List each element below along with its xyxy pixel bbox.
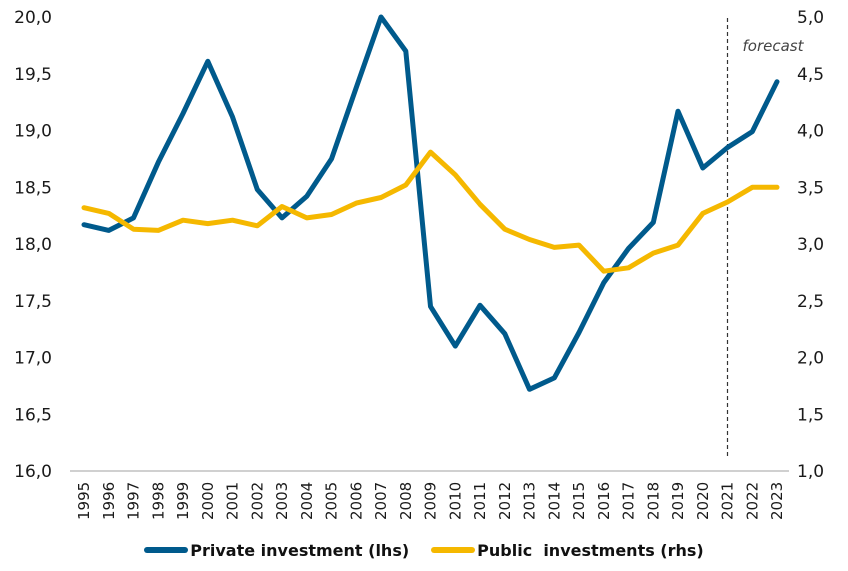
y-left-tick-label: 19,5	[14, 65, 52, 85]
x-axis: 1995 1996 1997 1998 1999 2000 2001 2002 2003 2004…	[75, 482, 786, 520]
x-tick-label: 2000	[199, 482, 217, 520]
x-tick-label: 2016	[595, 482, 613, 520]
x-tick-label: 2017	[620, 482, 638, 520]
legend-label-public: Public investments (rhs)	[477, 540, 704, 560]
legend: Private investment (lhs) Public investme…	[0, 536, 848, 564]
x-tick-label: 2007	[372, 482, 390, 520]
y-left-tick-label: 17,5	[14, 292, 52, 312]
x-tick-label: 2014	[545, 482, 563, 520]
x-tick-label: 2021	[719, 482, 737, 520]
x-tick-label: 2008	[397, 482, 415, 520]
x-tick-label: 2018	[644, 482, 662, 520]
y-right-tick-label: 3,5	[797, 178, 824, 198]
legend-swatch-private	[144, 547, 189, 553]
x-tick-label: 2006	[347, 482, 365, 520]
y-left-tick-label: 16,5	[14, 405, 52, 425]
y-left-tick-label: 18,0	[14, 235, 52, 255]
x-tick-label: 2009	[422, 482, 440, 520]
y-left-tick-label: 19,0	[14, 122, 52, 142]
x-tick-label: 2002	[248, 482, 266, 520]
x-tick-label: 1998	[149, 482, 167, 520]
y-right-tick-label: 4,5	[797, 65, 824, 85]
legend-item-private: Private investment (lhs)	[144, 541, 409, 560]
x-tick-label: 2023	[768, 482, 786, 520]
y-right-tick-label: 3,0	[797, 235, 824, 255]
x-tick-label: 2004	[298, 482, 316, 520]
x-tick-label: 2001	[224, 482, 242, 520]
x-tick-label: 2020	[694, 482, 712, 520]
y-left-tick-label: 17,0	[14, 349, 52, 369]
forecast-label: forecast	[743, 37, 805, 55]
y-right-tick-label: 4,0	[797, 122, 824, 142]
x-tick-label: 2015	[570, 482, 588, 520]
y-left-tick-label: 18,5	[14, 178, 52, 198]
x-tick-label: 2019	[669, 482, 687, 520]
y-axis-right: 1,0 1,5 2,0 2,5 3,0 3,5 4,0 4,5 5,0	[797, 8, 824, 482]
y-left-tick-label: 20,0	[14, 8, 52, 28]
y-right-tick-label: 2,0	[797, 349, 824, 369]
y-right-tick-label: 1,0	[797, 462, 824, 482]
y-right-tick-label: 2,5	[797, 292, 824, 312]
x-tick-label: 1996	[100, 482, 118, 520]
y-right-tick-label: 5,0	[797, 8, 824, 28]
y-right-tick-label: 1,5	[797, 405, 824, 425]
x-tick-label: 1999	[174, 482, 192, 520]
x-tick-label: 1997	[125, 482, 143, 520]
legend-label-private: Private investment (lhs)	[190, 540, 410, 560]
x-tick-label: 1995	[75, 482, 93, 520]
legend-item-public: Public investments (rhs)	[431, 541, 704, 560]
series-line-private-investment	[81, 14, 780, 392]
legend-swatch-public	[431, 547, 476, 553]
x-tick-label: 2013	[521, 482, 539, 520]
x-tick-label: 2003	[273, 482, 291, 520]
x-tick-label: 2005	[323, 482, 341, 520]
y-axis-left: 16,0 16,5 17,0 17,5 18,0 18,5 19,0 19,5 20,0	[14, 8, 52, 482]
x-tick-label: 2010	[446, 482, 464, 520]
x-tick-label: 2011	[471, 482, 489, 520]
y-left-tick-label: 16,0	[14, 462, 52, 482]
forecast-annotation: forecast	[726, 18, 805, 457]
series-line-public-investments	[81, 149, 780, 274]
series-group	[81, 14, 780, 392]
x-tick-label: 2022	[743, 482, 761, 520]
x-tick-label: 2012	[496, 482, 514, 520]
